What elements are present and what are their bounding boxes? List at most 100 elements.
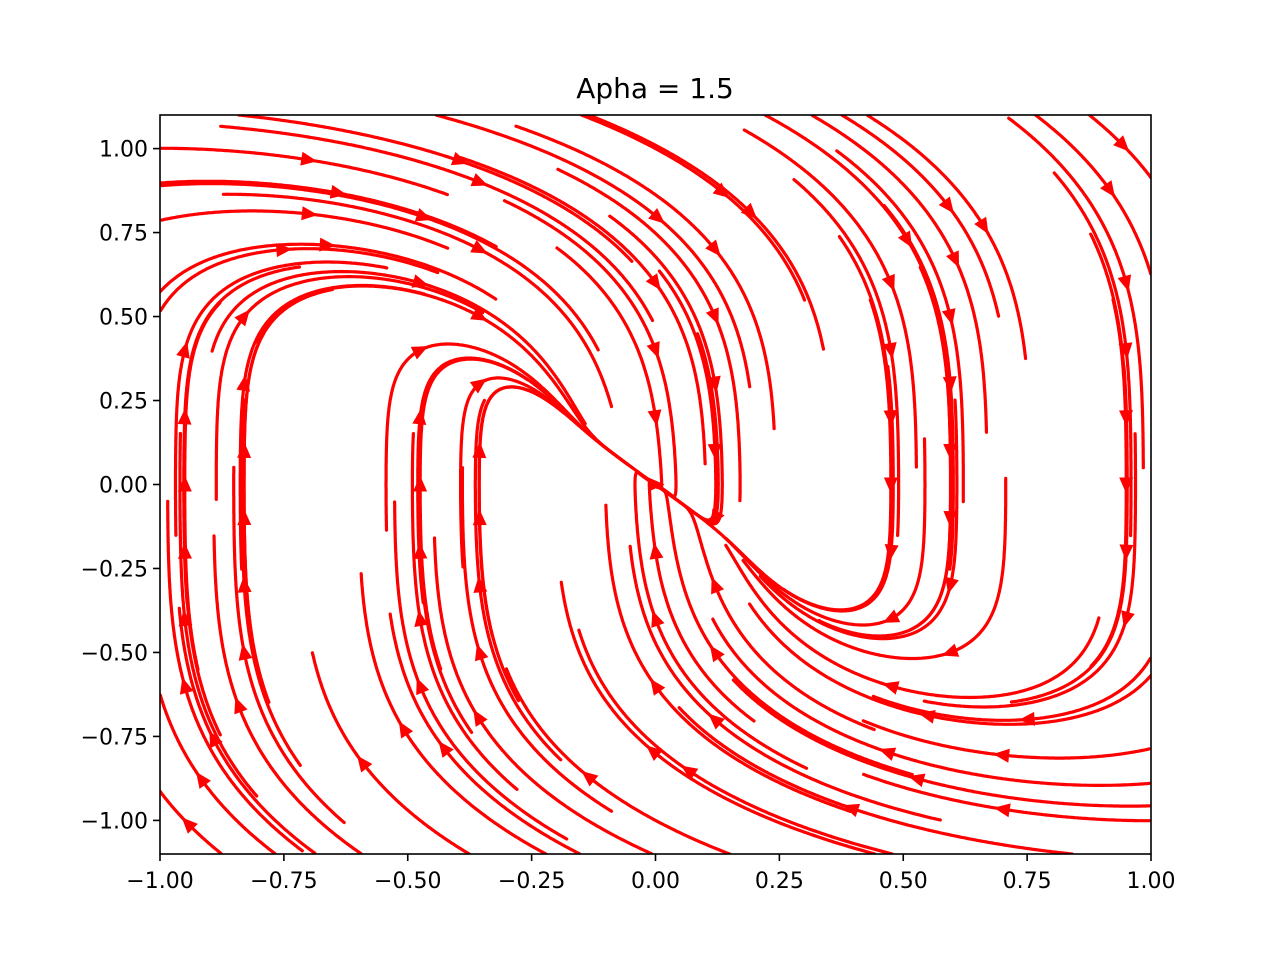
streamline	[173, 260, 389, 537]
stream-arrow	[1018, 711, 1036, 726]
stream-arrow	[882, 681, 900, 695]
stream-arrow	[410, 346, 429, 360]
stream-arrow	[301, 206, 318, 221]
streamline	[1052, 171, 1133, 538]
stream-arrow	[647, 409, 662, 427]
y-axis: −1.00 −0.75 −0.50 −0.25 0.00 0.25 0.50 0.75 1.00	[81, 138, 160, 834]
x-tick-label: −0.25	[498, 869, 565, 894]
stream-arrow	[651, 610, 665, 628]
y-tick-label: −0.50	[81, 641, 148, 666]
chart-title: Apha = 1.5	[576, 72, 734, 105]
streamline	[214, 275, 485, 501]
stream-arrow	[195, 771, 211, 789]
stream-arrow	[884, 543, 899, 561]
stream-arrow	[177, 475, 192, 492]
y-tick-label: 0.75	[99, 222, 148, 247]
stream-arrow	[648, 207, 665, 224]
stream-arrow	[1119, 410, 1134, 427]
stream-arrow	[711, 576, 725, 595]
stream-arrow	[646, 341, 660, 359]
streamline	[473, 398, 563, 762]
stream-arrow	[645, 273, 661, 291]
x-tick-label: 0.75	[1003, 869, 1052, 894]
stream-arrow	[176, 341, 190, 359]
stream-arrow	[177, 542, 192, 559]
stream-arrow	[705, 239, 721, 257]
stream-arrow	[470, 306, 488, 321]
stream-arrow	[209, 730, 223, 749]
stream-arrow	[438, 740, 454, 758]
streamline	[240, 398, 302, 767]
stream-arrow	[1113, 135, 1130, 152]
streamline	[724, 364, 895, 613]
stream-arrow	[179, 677, 194, 695]
stream-arrow	[234, 696, 248, 715]
streamline	[741, 476, 1008, 661]
streamline	[1034, 115, 1151, 276]
stream-arrow	[178, 609, 193, 627]
stream-arrow	[883, 477, 898, 494]
streamline	[724, 543, 1101, 700]
streamline	[654, 269, 718, 522]
stream-arrow	[413, 475, 428, 492]
stream-arrow	[712, 182, 730, 198]
stream-arrow	[918, 709, 936, 724]
stream-arrow	[943, 510, 958, 528]
stream-arrow	[941, 308, 956, 326]
stream-arrow	[181, 817, 198, 834]
stream-arrow	[1118, 342, 1133, 360]
stream-arrow	[740, 202, 758, 220]
stream-arrow	[469, 378, 487, 394]
stream-arrow	[1100, 180, 1116, 198]
streamline	[782, 298, 893, 612]
stream-arrow	[938, 196, 954, 214]
stream-arrow	[473, 576, 488, 594]
x-axis: −1.00 −0.75 −0.50 −0.25 0.00 0.25 0.50 0.75 1.00	[126, 854, 1175, 894]
y-tick-label: 0.25	[99, 390, 148, 415]
streamline	[160, 693, 277, 854]
stream-arrow	[414, 610, 429, 627]
y-tick-label: −1.00	[81, 809, 148, 834]
stream-arrow	[474, 643, 489, 662]
stream-arrow	[177, 408, 192, 425]
stream-arrow	[472, 509, 487, 526]
stream-arrow	[1119, 544, 1134, 561]
streamline	[1009, 364, 1129, 704]
stream-arrow	[842, 803, 861, 818]
x-tick-label: −0.50	[374, 869, 441, 894]
stream-arrow	[707, 443, 722, 460]
stream-arrow	[472, 441, 487, 459]
stream-arrow	[878, 747, 897, 761]
streamline	[579, 115, 807, 302]
stream-arrow	[648, 477, 665, 492]
stream-arrow	[942, 376, 957, 393]
x-tick-label: 0.25	[755, 869, 804, 894]
stream-arrow	[646, 745, 663, 762]
stream-arrow	[945, 576, 959, 595]
stream-arrow	[473, 709, 488, 727]
stream-arrow	[450, 151, 469, 166]
stream-arrow	[236, 374, 251, 392]
x-tick-label: 0.00	[631, 869, 680, 894]
y-tick-label: 0.50	[99, 306, 148, 331]
streamline	[577, 628, 894, 854]
stream-arrow	[357, 755, 373, 773]
streamline	[871, 656, 1151, 722]
y-tick-label: −0.25	[81, 557, 148, 582]
x-tick-label: 0.50	[879, 869, 928, 894]
stream-arrow	[1121, 610, 1135, 628]
stream-arrow	[581, 771, 599, 787]
streamline	[587, 115, 826, 351]
stream-arrow	[649, 542, 664, 560]
streamline	[418, 357, 529, 671]
stream-arrow	[705, 307, 719, 325]
streamline	[866, 115, 1028, 361]
stream-arrow	[1117, 274, 1132, 292]
stream-arrow	[412, 408, 427, 426]
stream-arrow	[411, 274, 429, 288]
stream-arrow	[709, 645, 725, 663]
streamline	[504, 667, 732, 854]
stream-arrow	[882, 342, 897, 359]
stream-arrow	[650, 678, 666, 696]
